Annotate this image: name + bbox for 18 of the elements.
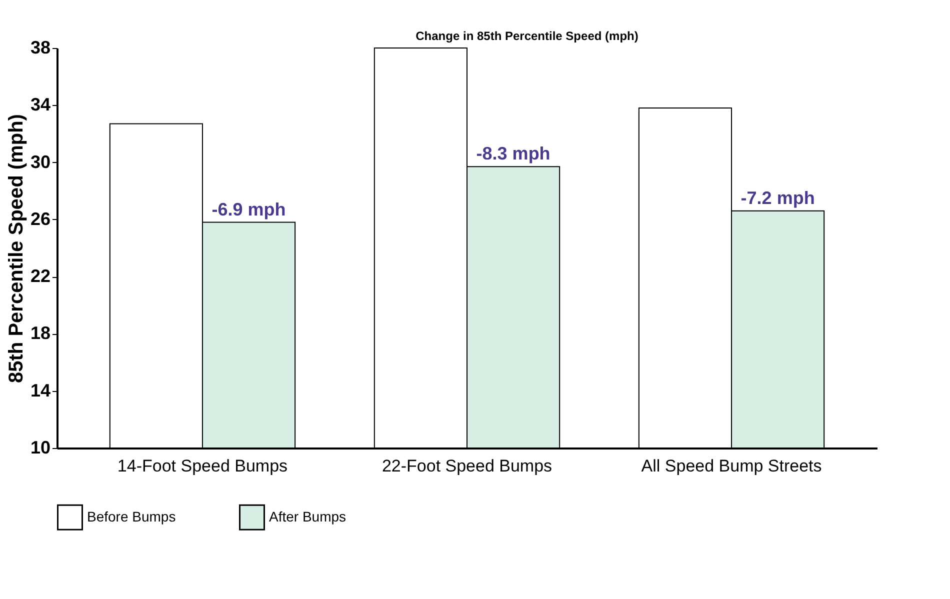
- y-tick-label: 38: [30, 38, 50, 58]
- text: Change in 85th Percentile Speed (mph): [416, 29, 638, 43]
- y-tick-label: 34: [30, 94, 50, 115]
- x-tick-label: 14-Foot Speed Bumps: [117, 456, 288, 476]
- y-tick-label: 18: [30, 323, 50, 344]
- y-tick-label: 30: [30, 152, 50, 172]
- y-tick-label: 26: [30, 208, 50, 229]
- x-tick-label: All Speed Bump Streets: [641, 456, 822, 476]
- y-tick-label: 14: [30, 380, 50, 400]
- annotation: -6.9 mph: [212, 199, 286, 220]
- annotation: -7.2 mph: [740, 188, 815, 208]
- y-axis-title: 85th Percentile Speed (mph): [5, 114, 28, 383]
- legend-label: After Bumps: [269, 508, 346, 524]
- x-tick-label: 22-Foot Speed Bumps: [382, 456, 552, 476]
- y-tick-label: 22: [30, 266, 50, 286]
- annotation: -8.3 mph: [476, 144, 550, 164]
- legend-label: Before Bumps: [87, 508, 176, 524]
- y-tick-label: 10: [30, 438, 50, 458]
